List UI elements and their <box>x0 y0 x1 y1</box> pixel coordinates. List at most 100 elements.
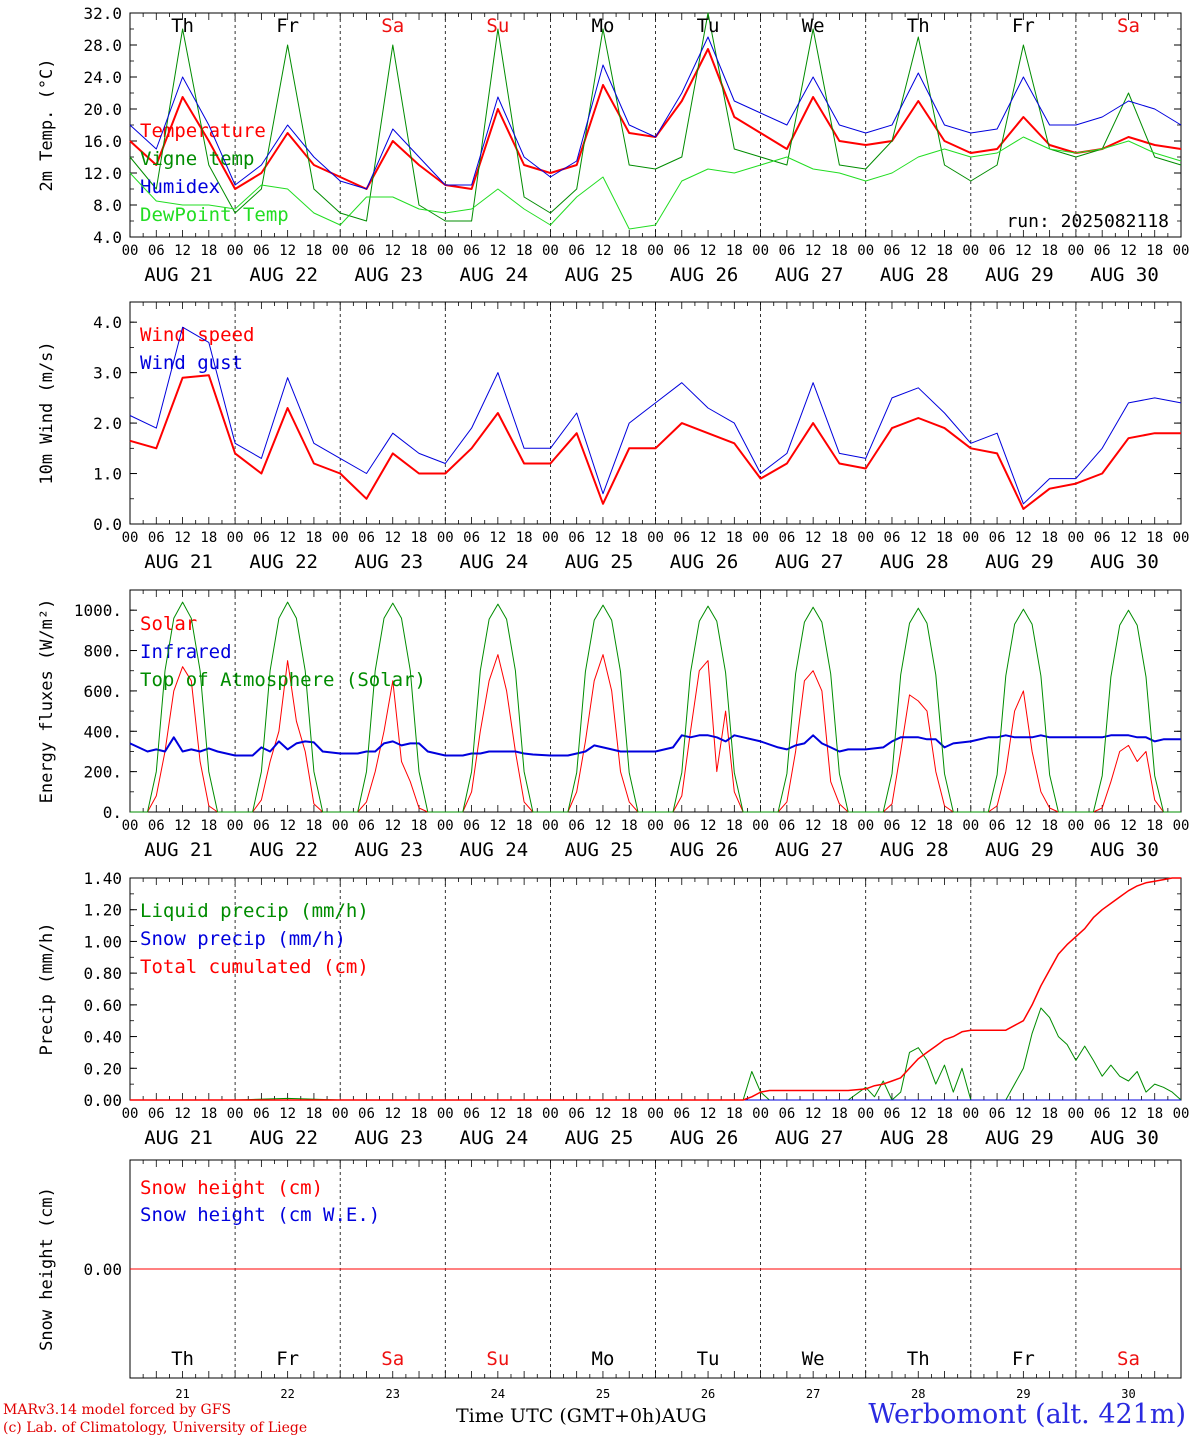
hour-tick-label: 06 <box>253 1106 270 1122</box>
y-tick-label: 0.60 <box>83 996 122 1015</box>
date-label: AUG 29 <box>985 264 1054 286</box>
hour-tick-label: 18 <box>831 818 848 834</box>
hour-tick-label: 06 <box>884 530 901 546</box>
y-axis-label: 2m Temp. (°C) <box>37 58 57 191</box>
y-tick-label: 1.00 <box>83 932 122 951</box>
hour-tick-label: 18 <box>936 530 953 546</box>
hour-tick-label: 06 <box>568 1106 585 1122</box>
hour-tick-label: 06 <box>1094 1106 1111 1122</box>
hour-tick-label: 12 <box>1015 530 1032 546</box>
date-label: AUG 24 <box>460 839 529 861</box>
hour-tick-label: 00 <box>542 818 559 834</box>
hour-tick-label: 06 <box>358 243 375 259</box>
day-of-week-label: Su <box>486 1348 509 1370</box>
date-label: AUG 21 <box>144 264 213 286</box>
hour-tick-label: 00 <box>752 1106 769 1122</box>
hour-tick-label: 06 <box>1094 818 1111 834</box>
y-tick-label: 3.0 <box>93 364 122 383</box>
y-tick-label: 200. <box>83 763 122 782</box>
y-tick-label: 0.80 <box>83 964 122 983</box>
hour-tick-label: 18 <box>621 530 638 546</box>
y-tick-label: 20.0 <box>83 100 122 119</box>
hour-tick-label: 18 <box>936 243 953 259</box>
date-label: AUG 30 <box>1090 839 1159 861</box>
hour-tick-label: 00 <box>857 818 874 834</box>
hour-tick-label: 18 <box>516 818 533 834</box>
date-label: AUG 29 <box>985 1127 1054 1149</box>
hour-tick-label: 00 <box>1067 818 1084 834</box>
legend-entry: Snow height (cm W.E.) <box>140 1204 380 1226</box>
day-of-week-label: Fr <box>276 1348 299 1370</box>
hour-tick-label: 00 <box>1173 818 1190 834</box>
date-label: AUG 30 <box>1090 1127 1159 1149</box>
hour-tick-label: 12 <box>700 1106 717 1122</box>
date-label: AUG 26 <box>670 264 739 286</box>
y-axis-label: Energy fluxes (W/m²) <box>37 599 57 804</box>
day-of-week-label: Th <box>171 15 194 37</box>
hour-tick-label: 12 <box>489 530 506 546</box>
hour-tick-label: 12 <box>279 243 296 259</box>
hour-tick-label: 06 <box>884 1106 901 1122</box>
date-label: AUG 29 <box>985 551 1054 573</box>
hour-tick-label: 12 <box>910 818 927 834</box>
date-label: AUG 26 <box>670 1127 739 1149</box>
hour-tick-label: 06 <box>778 530 795 546</box>
hour-tick-label: 00 <box>1173 530 1190 546</box>
day-of-week-label: Fr <box>1012 1348 1035 1370</box>
hour-tick-label: 18 <box>305 530 322 546</box>
hour-tick-label: 00 <box>122 243 139 259</box>
date-label: AUG 28 <box>880 839 949 861</box>
hour-tick-label: 12 <box>174 1106 191 1122</box>
hour-tick-label: 00 <box>962 818 979 834</box>
hour-tick-label: 12 <box>805 1106 822 1122</box>
hour-tick-label: 06 <box>358 530 375 546</box>
y-tick-label: 4.0 <box>93 313 122 332</box>
hour-tick-label: 06 <box>568 818 585 834</box>
y-axis-label: 10m Wind (m/s) <box>37 341 57 484</box>
date-label: AUG 29 <box>985 839 1054 861</box>
hour-tick-label: 18 <box>1146 1106 1163 1122</box>
hour-tick-label: 18 <box>936 1106 953 1122</box>
hour-tick-label: 12 <box>384 530 401 546</box>
hour-tick-label: 18 <box>305 818 322 834</box>
date-label: AUG 25 <box>565 551 634 573</box>
hour-tick-label: 00 <box>1173 1106 1190 1122</box>
date-label: AUG 30 <box>1090 264 1159 286</box>
hour-tick-label: 18 <box>621 243 638 259</box>
hour-tick-label: 06 <box>989 818 1006 834</box>
date-label: AUG 21 <box>144 551 213 573</box>
day-number-label: 21 <box>175 1387 189 1401</box>
hour-tick-label: 06 <box>989 243 1006 259</box>
day-of-week-label: Sa <box>381 15 404 37</box>
hour-tick-label: 00 <box>1067 530 1084 546</box>
hour-tick-label: 00 <box>227 1106 244 1122</box>
legend-entry: Solar <box>140 613 197 635</box>
hour-tick-label: 18 <box>1146 530 1163 546</box>
hour-tick-label: 00 <box>227 818 244 834</box>
day-number-label: 27 <box>806 1387 820 1401</box>
hour-tick-label: 00 <box>437 818 454 834</box>
day-of-week-label: Su <box>486 15 509 37</box>
day-number-label: 25 <box>596 1387 610 1401</box>
hour-tick-label: 06 <box>568 530 585 546</box>
hour-tick-label: 00 <box>542 1106 559 1122</box>
legend-entry: Humidex <box>140 176 220 198</box>
y-tick-label: 16.0 <box>83 132 122 151</box>
date-label: AUG 22 <box>249 264 318 286</box>
day-of-week-label: Th <box>171 1348 194 1370</box>
hour-tick-label: 00 <box>227 530 244 546</box>
hour-tick-label: 18 <box>1041 818 1058 834</box>
hour-tick-label: 18 <box>726 243 743 259</box>
hour-tick-label: 00 <box>1173 243 1190 259</box>
day-number-label: 30 <box>1121 1387 1135 1401</box>
hour-tick-label: 00 <box>542 530 559 546</box>
series-line-wind-0 <box>129 374 1181 510</box>
hour-tick-label: 18 <box>831 243 848 259</box>
hour-tick-label: 00 <box>1067 1106 1084 1122</box>
hour-tick-label: 18 <box>516 530 533 546</box>
y-tick-label: 12.0 <box>83 164 122 183</box>
date-label: AUG 24 <box>460 264 529 286</box>
y-tick-label: 24.0 <box>83 68 122 87</box>
date-label: AUG 22 <box>249 1127 318 1149</box>
hour-tick-label: 12 <box>1120 1106 1137 1122</box>
